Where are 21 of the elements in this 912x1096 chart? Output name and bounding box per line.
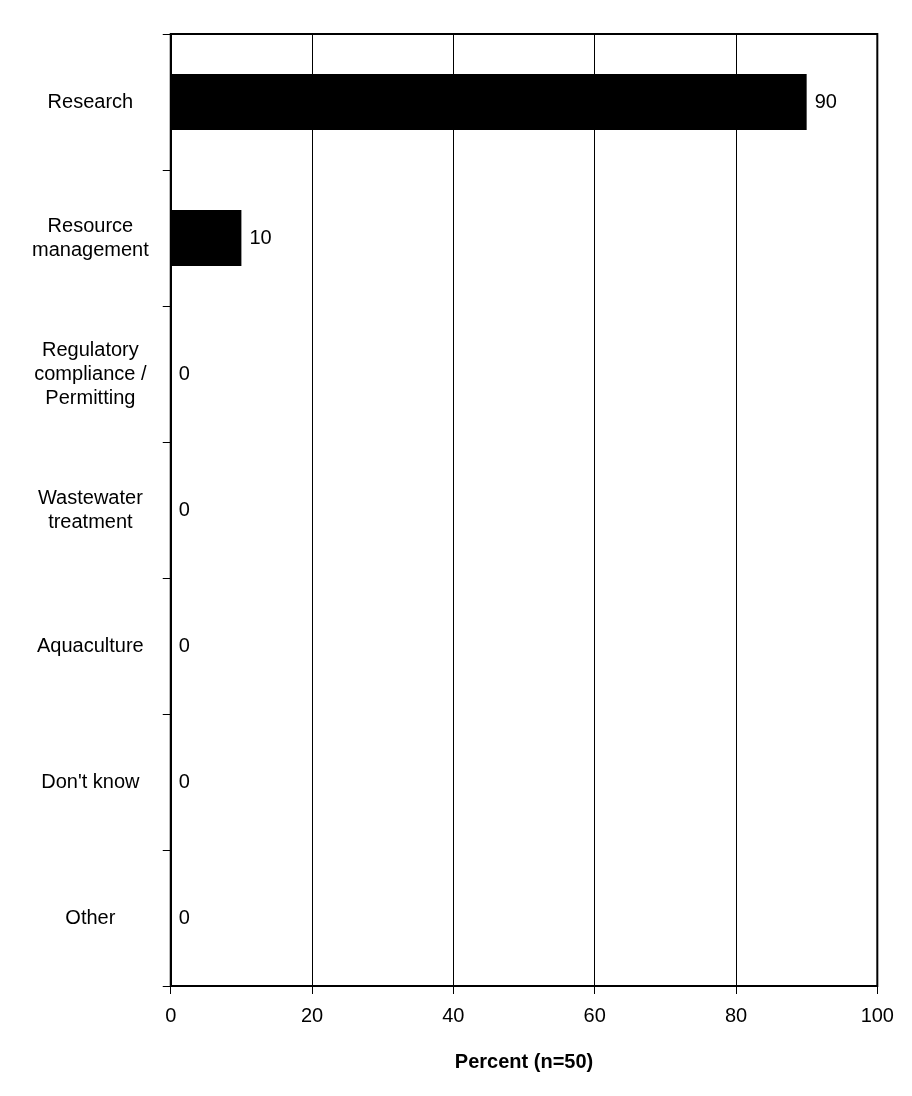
data-label: 0 (178, 905, 190, 928)
y-tick-label: Research (47, 89, 134, 112)
y-tick-label: Aquaculture (36, 633, 144, 656)
x-tick-label: 40 (442, 1003, 465, 1026)
y-tick-label: Wastewater treatment (37, 485, 144, 532)
y-tick-label: Resource management (31, 213, 150, 260)
x-tick-label: 0 (165, 1003, 177, 1026)
x-tick-label: 80 (724, 1003, 748, 1026)
data-label: 0 (178, 769, 190, 792)
data-label: 0 (178, 497, 190, 520)
y-tick-label: Don't know (41, 769, 141, 792)
data-label: 0 (178, 633, 190, 656)
data-label: 0 (178, 361, 190, 384)
y-tick-label: Other (65, 905, 116, 928)
x-tick-label: 60 (583, 1003, 606, 1026)
data-label: 10 (249, 225, 272, 248)
x-tick-label: 100 (860, 1003, 894, 1026)
x-tick-label: 20 (300, 1003, 324, 1026)
y-tick-label: Regulatory compliance / Permitting (34, 337, 147, 408)
data-label: 90 (814, 89, 837, 112)
x-axis-title: Percent (n=50) (454, 1049, 594, 1072)
